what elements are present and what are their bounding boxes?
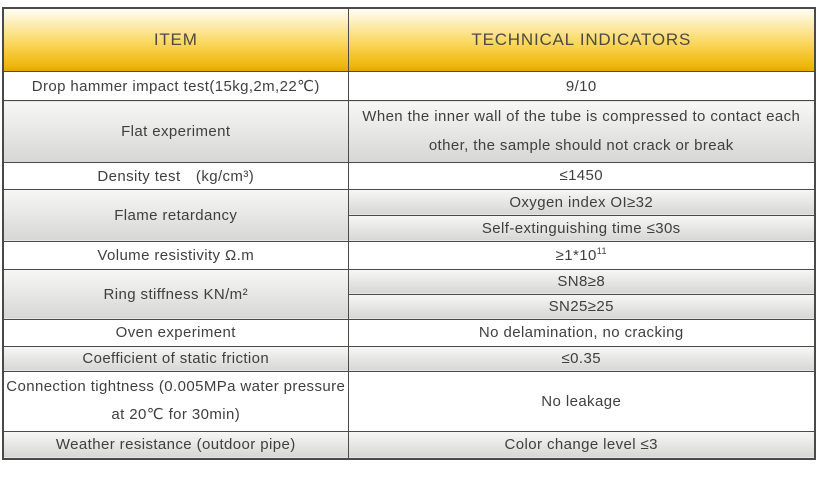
value-density-test: ≤1450 <box>347 161 816 190</box>
table-row-ring-stiffness-1: Ring stiffness KN/m² SN8≥8 <box>2 268 816 320</box>
item-ring-stiffness: Ring stiffness KN/m² <box>2 268 349 320</box>
table-row-static-friction: Coefficient of static friction ≤0.35 <box>2 345 816 372</box>
header-cell-item: ITEM <box>2 7 349 72</box>
table-row-oven-experiment: Oven experiment No delamination, no crac… <box>2 318 816 347</box>
table-row-flat-experiment: Flat experiment When the inner wall of t… <box>2 100 816 163</box>
header-cell-indicators: TECHNICAL INDICATORS <box>347 7 816 72</box>
table-row-volume-resistivity: Volume resistivity Ω.m ≥1*1011 <box>2 240 816 270</box>
value-sn8: SN8≥8 <box>347 268 816 295</box>
item-weather-resistance: Weather resistance (outdoor pipe) <box>2 430 349 460</box>
value-sn25: SN25≥25 <box>347 293 816 320</box>
item-drop-hammer: Drop hammer impact test(15kg,2m,22℃) <box>2 71 349 101</box>
item-static-friction: Coefficient of static friction <box>2 345 349 372</box>
value-flat-experiment: When the inner wall of the tube is compr… <box>347 100 816 163</box>
table-row-weather-resistance: Weather resistance (outdoor pipe) Color … <box>2 430 816 460</box>
value-connection-tightness: No leakage <box>347 370 816 432</box>
value-volume-resistivity: ≥1*1011 <box>347 240 816 270</box>
value-static-friction: ≤0.35 <box>347 345 816 372</box>
item-flame-retardancy: Flame retardancy <box>2 188 349 242</box>
value-oven-experiment: No delamination, no cracking <box>347 318 816 347</box>
value-drop-hammer: 9/10 <box>347 71 816 101</box>
value-self-extinguishing: Self-extinguishing time ≤30s <box>347 214 816 242</box>
table-row-flame-retardancy-2: Self-extinguishing time ≤30s <box>3 214 816 242</box>
resistivity-base: ≥1*10 <box>555 246 597 264</box>
item-density-test: Density test (kg/cm³) <box>2 161 349 190</box>
item-connection-tightness: Connection tightness (0.005MPa water pre… <box>2 370 349 432</box>
table-header-row: ITEM TECHNICAL INDICATORS <box>2 7 816 72</box>
table-row-density-test: Density test (kg/cm³) ≤1450 <box>2 161 816 190</box>
table-row-flame-retardancy-1: Flame retardancy Oxygen index OI≥32 <box>2 188 816 242</box>
table-row-drop-hammer: Drop hammer impact test(15kg,2m,22℃) 9/1… <box>2 71 816 101</box>
technical-indicators-table: ITEM TECHNICAL INDICATORS Drop hammer im… <box>2 7 816 460</box>
item-volume-resistivity: Volume resistivity Ω.m <box>2 240 349 270</box>
item-oven-experiment: Oven experiment <box>2 318 349 347</box>
item-flat-experiment: Flat experiment <box>2 100 349 163</box>
resistivity-exponent: 11 <box>596 245 607 256</box>
value-weather-resistance: Color change level ≤3 <box>347 430 816 460</box>
value-oxygen-index: Oxygen index OI≥32 <box>347 188 816 216</box>
table-row-connection-tightness: Connection tightness (0.005MPa water pre… <box>2 370 816 432</box>
